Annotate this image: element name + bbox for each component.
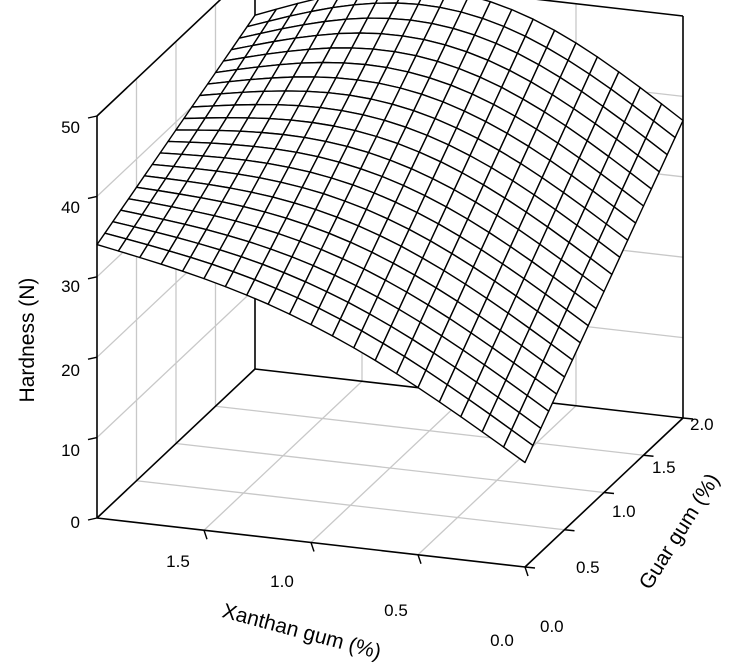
z-tick-label: 0	[71, 513, 80, 532]
y-axis-title: Guar gum (%)	[635, 470, 724, 594]
surface-layer	[96, 0, 684, 464]
x-tick	[203, 530, 208, 540]
x-tick-label: 0.0	[490, 631, 514, 650]
gridline	[175, 442, 605, 494]
y-tick	[643, 454, 654, 457]
y-tick	[564, 529, 575, 532]
y-tick-label: 0.0	[540, 617, 564, 636]
y-tick	[603, 491, 615, 495]
frame-layer	[87, 0, 694, 577]
y-tick-label: 1.0	[612, 502, 636, 521]
z-tick	[87, 356, 98, 360]
z-tick	[87, 436, 98, 441]
gridline	[215, 405, 644, 456]
z-tick-label: 10	[61, 441, 80, 460]
y-tick	[524, 566, 536, 569]
z-tick	[87, 115, 98, 119]
x-tick-label: 0.5	[384, 601, 408, 620]
z-tick	[87, 517, 98, 521]
frame-edge	[96, 368, 256, 519]
y-tick-label: 1.5	[652, 458, 676, 477]
z-tick-label: 40	[61, 198, 80, 217]
y-tick-label: 2.0	[690, 415, 714, 434]
frame-edge	[96, 0, 222, 117]
z-tick	[87, 276, 98, 280]
x-tick-label: 1.5	[166, 552, 190, 571]
y-tick-label: 0.5	[576, 558, 600, 577]
x-tick-label: 1.0	[270, 572, 294, 591]
z-tick	[87, 195, 98, 200]
frame-edge	[536, 0, 684, 17]
x-tick-labels: 0.0 0.5 1.0 1.5	[166, 552, 514, 650]
y-tick	[682, 417, 694, 420]
z-tick-label: 30	[61, 277, 80, 296]
surface-cell	[502, 429, 534, 464]
z-axis-title: Hardness (N)	[16, 278, 39, 403]
z-tick-label: 50	[61, 118, 80, 137]
x-tick	[310, 542, 315, 552]
x-tick	[417, 554, 422, 564]
gridline	[96, 288, 256, 439]
gridline	[136, 480, 565, 531]
z-tick-label: 20	[61, 361, 80, 380]
x-tick	[524, 566, 529, 577]
x-axis-title: Xanthan gum (%)	[220, 599, 384, 664]
y-tick-labels: 0.0 0.5 1.0 1.5 2.0	[540, 415, 714, 636]
z-tick-labels: 0 10 20 30 40 50	[61, 118, 80, 532]
